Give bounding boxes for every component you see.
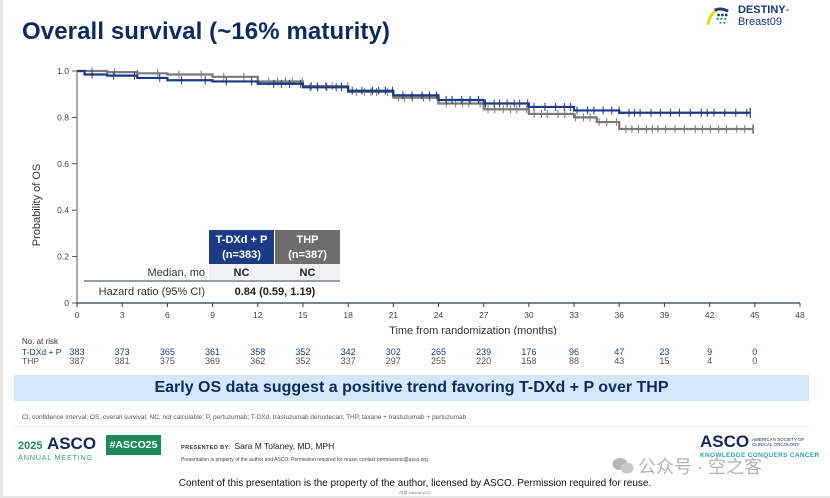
- hazard-ratio-value: 0.84 (0.59, 1.19): [235, 286, 316, 298]
- wechat-watermark: 公众号 · 空之客: [612, 453, 762, 479]
- x-tick-label: 39: [660, 310, 670, 320]
- y-axis-label: Probability of OS: [31, 164, 43, 247]
- slide-frame: [0, 0, 3, 498]
- wechat-icon: [612, 458, 634, 474]
- x-tick-label: 12: [253, 310, 263, 320]
- at-risk-value: 369: [205, 356, 221, 366]
- y-tick-label: 0.6: [57, 159, 69, 169]
- at-risk-value: 9: [707, 347, 713, 357]
- chart-axes: 0 3 6 9 12 15 18 21 24 27 30 33 36 39 42 45 4800.20.40.6…: [57, 66, 805, 320]
- chart-curves: [77, 67, 754, 134]
- at-risk-value: 0: [752, 347, 758, 357]
- km-curve-tdxd: [77, 69, 751, 114]
- trial-logo-icon: [706, 7, 729, 25]
- presenter-info: PRESENTED BY: Sara M Tolaney, MD, MPH Pre…: [181, 436, 429, 463]
- x-tick-label: 33: [569, 310, 579, 320]
- y-tick-label: 0: [64, 298, 69, 308]
- tdxd-n-label: (n=383): [222, 249, 261, 261]
- median-tdxd-value: NC: [234, 267, 250, 279]
- hazard-ratio-label: Hazard ratio (95% CI): [99, 286, 205, 298]
- at-risk-value: 47: [614, 347, 625, 357]
- x-tick-label: 21: [389, 310, 399, 320]
- presenter-name: Sara M Tolaney, MD, MPH: [234, 441, 335, 451]
- abbreviations-footnote: CI, confidence interval; OS, overall sur…: [22, 414, 467, 421]
- at-risk-value: 265: [430, 347, 447, 357]
- thp-header-label: THP: [297, 234, 319, 246]
- at-risk-value: 352: [295, 356, 311, 366]
- at-risk-value: 0: [752, 356, 758, 366]
- at-risk-value: 255: [430, 356, 447, 366]
- copyright-footer: Content of this presentation is the prop…: [178, 478, 652, 489]
- hashtag-badge: #ASCO25: [106, 435, 161, 455]
- x-tick-label: 0: [75, 310, 80, 320]
- classification-label: 内部 Internal (C2): [399, 490, 431, 495]
- at-risk-value: 387: [69, 356, 85, 366]
- at-risk-value: 88: [569, 356, 580, 366]
- at-risk-header: No. at risk: [22, 337, 59, 346]
- at-risk-row-label: THP: [22, 356, 39, 366]
- at-risk-value: 352: [295, 347, 311, 357]
- x-tick-label: 6: [165, 310, 170, 320]
- y-tick-label: 0.2: [57, 252, 69, 262]
- at-risk-value: 365: [159, 347, 175, 357]
- at-risk-value: 43: [614, 356, 625, 366]
- at-risk-value: 302: [385, 347, 401, 357]
- at-risk-value: 383: [69, 347, 85, 357]
- x-tick-label: 24: [434, 310, 444, 320]
- bottom-frame: [0, 496, 830, 498]
- at-risk-value: 381: [114, 356, 130, 366]
- x-tick-label: 9: [210, 310, 215, 320]
- x-tick-label: 27: [479, 310, 489, 320]
- km-chart: 0 3 6 9 12 15 18 21 24 27 30 33 36 39 42 45 4800.20.40.6…: [31, 66, 805, 335]
- at-risk-value: 297: [385, 356, 401, 366]
- y-tick-label: 0.4: [57, 205, 69, 215]
- x-tick-label: 18: [343, 310, 353, 320]
- at-risk-value: 176: [521, 347, 537, 357]
- at-risk-value: 220: [476, 356, 492, 366]
- x-tick-label: 36: [615, 310, 625, 320]
- at-risk-value: 23: [659, 347, 670, 357]
- at-risk-row-label: T-DXd + P: [22, 347, 62, 357]
- presentation-note: Presentation is property of the author a…: [181, 457, 430, 463]
- destiny-breast09-logo: DESTINY-Breast09: [705, 4, 830, 28]
- at-risk-value: 15: [659, 356, 670, 366]
- footnote-divider: [14, 426, 809, 427]
- x-tick-label: 48: [795, 310, 805, 320]
- x-tick-label: 15: [298, 310, 308, 320]
- slide-title: Overall survival (~16% maturity): [22, 18, 391, 45]
- at-risk-value: 342: [340, 347, 356, 357]
- thp-n-label: (n=387): [288, 249, 327, 261]
- at-risk-value: 96: [569, 347, 580, 357]
- thp-header-cell: [275, 230, 340, 264]
- conclusion-banner: Early OS data suggest a positive trend f…: [14, 375, 809, 401]
- stats-table: T-DXd + P (n=383) THP (n=387) Median, mo NC NC…: [84, 230, 340, 298]
- tdxd-header-cell: [209, 230, 274, 264]
- median-row-bg: [209, 264, 340, 280]
- presented-by-label: PRESENTED BY:: [181, 445, 231, 451]
- at-risk-value: 239: [476, 347, 492, 357]
- at-risk-value: 4: [707, 356, 713, 366]
- y-tick-label: 1.0: [57, 66, 69, 76]
- asco-society-logo: ASCO AMERICAN SOCIETY OF CLINICAL ONCOLOGY…: [700, 432, 820, 459]
- brand-name: DESTINY-Breast09: [737, 4, 790, 28]
- x-axis-label: Time from randomization (months): [389, 325, 557, 335]
- at-risk-value: 375: [159, 356, 175, 366]
- tdxd-header-label: T-DXd + P: [216, 234, 268, 246]
- at-risk-value: 158: [521, 356, 537, 366]
- at-risk-value: 373: [114, 347, 130, 357]
- at-risk-value: 358: [250, 347, 266, 357]
- asco-annual-meeting-logo: 2025 ASCO ANNUAL MEETING: [18, 434, 97, 462]
- y-tick-label: 0.8: [57, 112, 69, 122]
- x-tick-label: 45: [750, 310, 760, 320]
- x-tick-label: 3: [120, 310, 125, 320]
- x-tick-label: 30: [524, 310, 534, 320]
- at-risk-value: 362: [250, 356, 266, 366]
- median-thp-value: NC: [300, 267, 316, 279]
- x-tick-label: 42: [705, 310, 715, 320]
- median-label: Median, mo: [148, 267, 205, 279]
- at-risk-value: 361: [205, 347, 221, 357]
- at-risk-value: 337: [340, 356, 356, 366]
